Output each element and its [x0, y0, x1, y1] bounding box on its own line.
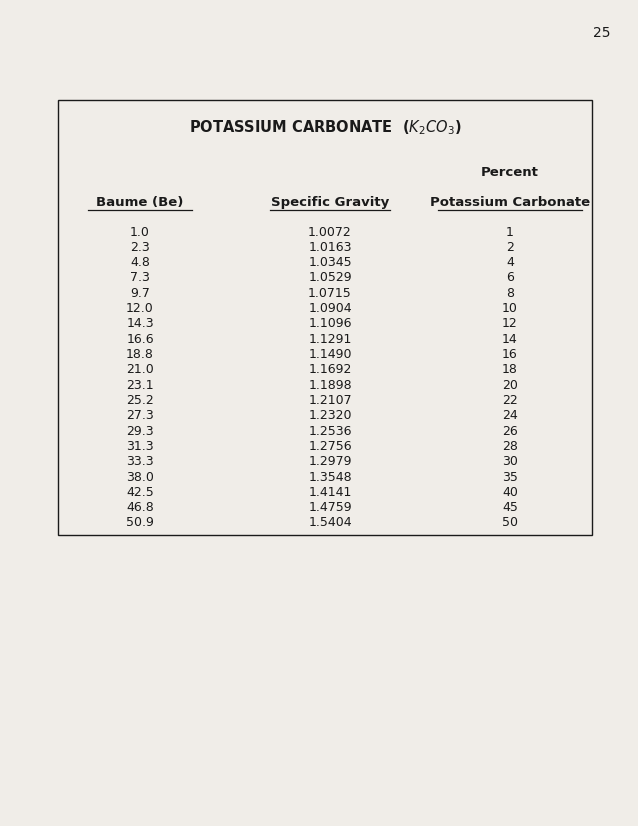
Text: 12.0: 12.0	[126, 302, 154, 315]
Text: 50: 50	[502, 516, 518, 529]
Text: 14.3: 14.3	[126, 317, 154, 330]
Text: 1.4759: 1.4759	[308, 501, 352, 514]
Text: 1.2107: 1.2107	[308, 394, 352, 407]
Text: 1.0: 1.0	[130, 225, 150, 239]
Text: 29.3: 29.3	[126, 425, 154, 438]
Text: 1.0163: 1.0163	[308, 241, 352, 254]
Text: 42.5: 42.5	[126, 486, 154, 499]
Text: 16.6: 16.6	[126, 333, 154, 346]
Text: 12: 12	[502, 317, 518, 330]
Text: 1.2536: 1.2536	[308, 425, 352, 438]
Text: 26: 26	[502, 425, 518, 438]
Text: 35: 35	[502, 471, 518, 483]
Text: 10: 10	[502, 302, 518, 315]
Text: 23.1: 23.1	[126, 378, 154, 392]
Text: 18: 18	[502, 363, 518, 377]
Text: 1.0904: 1.0904	[308, 302, 352, 315]
Bar	[58, 100, 592, 535]
Text: 1.2756: 1.2756	[308, 440, 352, 453]
Text: 33.3: 33.3	[126, 455, 154, 468]
Text: Percent: Percent	[481, 165, 539, 178]
Text: 1.1291: 1.1291	[308, 333, 352, 346]
Text: 24: 24	[502, 410, 518, 422]
Text: 1.2320: 1.2320	[308, 410, 352, 422]
Text: 1.1096: 1.1096	[308, 317, 352, 330]
Text: 8: 8	[506, 287, 514, 300]
Text: 1.3548: 1.3548	[308, 471, 352, 483]
Text: 2: 2	[506, 241, 514, 254]
Text: 1.0715: 1.0715	[308, 287, 352, 300]
Text: 18.8: 18.8	[126, 348, 154, 361]
Text: Baume (Be): Baume (Be)	[96, 196, 184, 209]
Text: 21.0: 21.0	[126, 363, 154, 377]
Text: 2.3: 2.3	[130, 241, 150, 254]
Text: 38.0: 38.0	[126, 471, 154, 483]
Text: 4.8: 4.8	[130, 256, 150, 269]
Text: 1.0345: 1.0345	[308, 256, 352, 269]
Text: 16: 16	[502, 348, 518, 361]
Text: 20: 20	[502, 378, 518, 392]
Text: 25: 25	[593, 26, 610, 40]
Text: 14: 14	[502, 333, 518, 346]
Text: 1.5404: 1.5404	[308, 516, 352, 529]
Text: 6: 6	[506, 272, 514, 284]
Text: 50.9: 50.9	[126, 516, 154, 529]
Text: 1: 1	[506, 225, 514, 239]
Text: POTASSIUM CARBONATE  ($K_2CO_3$): POTASSIUM CARBONATE ($K_2CO_3$)	[189, 119, 461, 137]
Text: 45: 45	[502, 501, 518, 514]
Text: 1.1898: 1.1898	[308, 378, 352, 392]
Text: 1.0072: 1.0072	[308, 225, 352, 239]
Text: Specific Gravity: Specific Gravity	[271, 196, 389, 209]
Text: 22: 22	[502, 394, 518, 407]
Text: 28: 28	[502, 440, 518, 453]
Text: 40: 40	[502, 486, 518, 499]
Text: 46.8: 46.8	[126, 501, 154, 514]
Text: 1.1490: 1.1490	[308, 348, 352, 361]
Text: 1.1692: 1.1692	[308, 363, 352, 377]
Text: 7.3: 7.3	[130, 272, 150, 284]
Text: 25.2: 25.2	[126, 394, 154, 407]
Text: Potassium Carbonate: Potassium Carbonate	[430, 196, 590, 209]
Text: 1.0529: 1.0529	[308, 272, 352, 284]
Text: 4: 4	[506, 256, 514, 269]
Text: 1.4141: 1.4141	[308, 486, 352, 499]
Text: 31.3: 31.3	[126, 440, 154, 453]
Text: 27.3: 27.3	[126, 410, 154, 422]
Text: 9.7: 9.7	[130, 287, 150, 300]
Text: 30: 30	[502, 455, 518, 468]
Text: 1.2979: 1.2979	[308, 455, 352, 468]
